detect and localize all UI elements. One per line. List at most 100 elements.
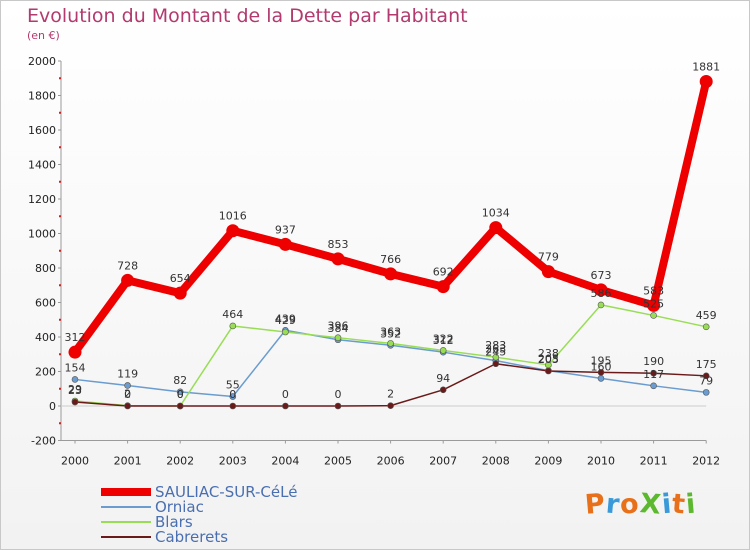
- legend-item: SAULIAC-SUR-CéLé: [101, 483, 298, 501]
- data-label: 283: [485, 339, 506, 352]
- data-label: 322: [433, 332, 454, 345]
- data-label: 119: [117, 367, 138, 380]
- x-tick-label: 2004: [271, 455, 299, 468]
- chart-subtitle: (en €): [27, 29, 60, 42]
- data-point: [492, 353, 500, 361]
- y-minor-tick: [59, 318, 61, 321]
- logo-letter: i: [684, 488, 698, 521]
- legend-label: SAULIAC-SUR-CéLé: [155, 483, 298, 501]
- y-tick-label: 2000: [28, 55, 56, 68]
- y-minor-tick: [59, 215, 61, 218]
- data-point: [71, 398, 79, 406]
- data-label: 853: [328, 238, 349, 251]
- y-minor-tick: [59, 353, 61, 356]
- data-label: 1016: [219, 210, 247, 223]
- data-label: 0: [124, 388, 131, 401]
- data-label: 0: [177, 388, 184, 401]
- data-point: [439, 386, 447, 394]
- data-point: [489, 221, 503, 235]
- data-label: 205: [538, 353, 559, 366]
- legend-item: Blars: [101, 513, 193, 531]
- legend-label: Blars: [155, 513, 193, 531]
- data-label: 583: [643, 284, 664, 297]
- logo-letter: X: [638, 488, 663, 521]
- x-tick-label: 2005: [324, 455, 352, 468]
- data-label: 82: [173, 374, 187, 387]
- data-point: [124, 382, 131, 389]
- data-point: [597, 369, 605, 376]
- y-tick-label: 800: [35, 262, 56, 275]
- data-label: 245: [485, 346, 506, 359]
- x-tick-label: 2006: [377, 455, 405, 468]
- data-point: [384, 267, 398, 281]
- x-tick-label: 2007: [429, 455, 457, 468]
- legend-item: Cabrerets: [101, 528, 228, 546]
- data-label: 190: [643, 355, 664, 368]
- x-tick-label: 2000: [61, 455, 89, 468]
- legend-item: Orniac: [101, 498, 204, 516]
- data-label: 175: [696, 358, 717, 371]
- data-label: 195: [591, 354, 612, 367]
- data-point: [387, 402, 394, 409]
- data-label: 464: [222, 308, 243, 321]
- legend-swatch: [101, 506, 151, 508]
- data-label: 429: [275, 314, 296, 327]
- data-label: 728: [117, 259, 138, 272]
- data-point: [176, 388, 184, 396]
- y-tick-label: 600: [35, 297, 56, 310]
- data-point: [229, 393, 237, 400]
- data-point: [650, 369, 657, 377]
- data-label: 363: [380, 325, 401, 338]
- data-label: 0: [229, 388, 236, 401]
- data-label: 352: [380, 327, 401, 340]
- data-point: [647, 298, 661, 312]
- data-label: 766: [380, 253, 401, 266]
- data-label: 586: [591, 287, 612, 300]
- data-point: [173, 286, 187, 300]
- data-point: [439, 347, 447, 354]
- data-point: [650, 312, 657, 319]
- x-tick-label: 2010: [587, 455, 615, 468]
- x-tick-label: 2002: [166, 455, 194, 468]
- data-point: [492, 360, 500, 368]
- data-label: 937: [275, 223, 296, 236]
- data-label: 117: [643, 368, 664, 381]
- legend-label: Orniac: [155, 498, 204, 516]
- data-label: 779: [538, 251, 559, 264]
- logo-letter: o: [618, 488, 642, 521]
- legend-swatch: [101, 488, 151, 496]
- data-point: [594, 283, 608, 297]
- data-point: [229, 322, 237, 330]
- data-point: [229, 402, 237, 410]
- data-label: 384: [328, 322, 349, 335]
- data-label: 154: [65, 361, 86, 374]
- y-tick-label: -200: [31, 435, 56, 448]
- y-minor-tick: [59, 180, 61, 183]
- data-label: 0: [282, 388, 289, 401]
- data-point: [121, 273, 135, 287]
- legend-swatch: [101, 536, 151, 538]
- data-label: 238: [538, 347, 559, 360]
- data-label: 0: [177, 388, 184, 401]
- data-label: 2: [124, 388, 131, 401]
- data-label: 79: [699, 374, 713, 387]
- data-label: 160: [591, 360, 612, 373]
- data-label: 312: [65, 331, 86, 344]
- data-point: [282, 402, 289, 410]
- x-tick-label: 2001: [114, 455, 142, 468]
- data-label: 439: [275, 312, 296, 325]
- data-point: [71, 376, 79, 383]
- data-label: 396: [328, 320, 349, 333]
- data-point: [702, 389, 710, 396]
- y-tick-label: 1400: [28, 159, 56, 172]
- data-point: [124, 402, 131, 410]
- data-point: [436, 280, 450, 294]
- data-point: [226, 224, 240, 238]
- y-tick-label: 1000: [28, 228, 56, 241]
- data-point: [331, 252, 345, 266]
- data-label: 673: [591, 269, 612, 282]
- data-label: 2: [387, 388, 394, 401]
- data-point: [650, 382, 657, 390]
- y-tick-label: 1600: [28, 124, 56, 137]
